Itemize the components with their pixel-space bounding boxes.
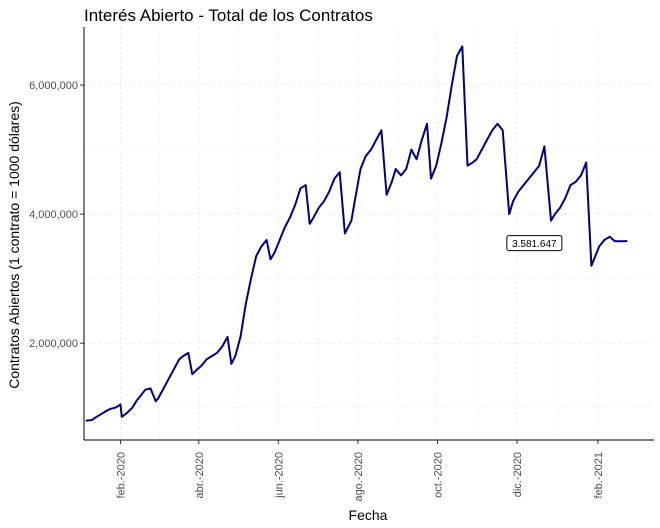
x-tick-label: feb.-2021 bbox=[593, 452, 605, 498]
x-tick-label: jun.-2020 bbox=[273, 452, 285, 499]
axes: 2,000,000 4,000,000 6,000,000 feb.-2020 abr.… bbox=[29, 27, 654, 502]
x-tick-label: dic.-2020 bbox=[512, 452, 524, 497]
x-tick-label: feb.-2020 bbox=[116, 452, 128, 498]
series-line bbox=[85, 45, 628, 422]
gridlines bbox=[84, 27, 654, 440]
chart-title: Interés Abierto - Total de los Contratos bbox=[84, 6, 373, 25]
series-layer bbox=[85, 45, 628, 422]
y-tick-label: 4,000,000 bbox=[29, 209, 78, 221]
annotation-layer: 3.581.647 bbox=[506, 235, 563, 252]
annotation-label: 3.581.647 bbox=[512, 239, 557, 250]
x-tick-label: oct.-2020 bbox=[432, 452, 444, 498]
x-tick-label: abr.-2020 bbox=[194, 452, 206, 498]
x-axis-label: Fecha bbox=[348, 507, 388, 523]
y-tick-label: 2,000,000 bbox=[29, 338, 78, 350]
annotation-box bbox=[506, 235, 563, 252]
x-tick-label: ago.-2020 bbox=[353, 452, 365, 502]
y-tick-label: 6,000,000 bbox=[29, 80, 78, 92]
